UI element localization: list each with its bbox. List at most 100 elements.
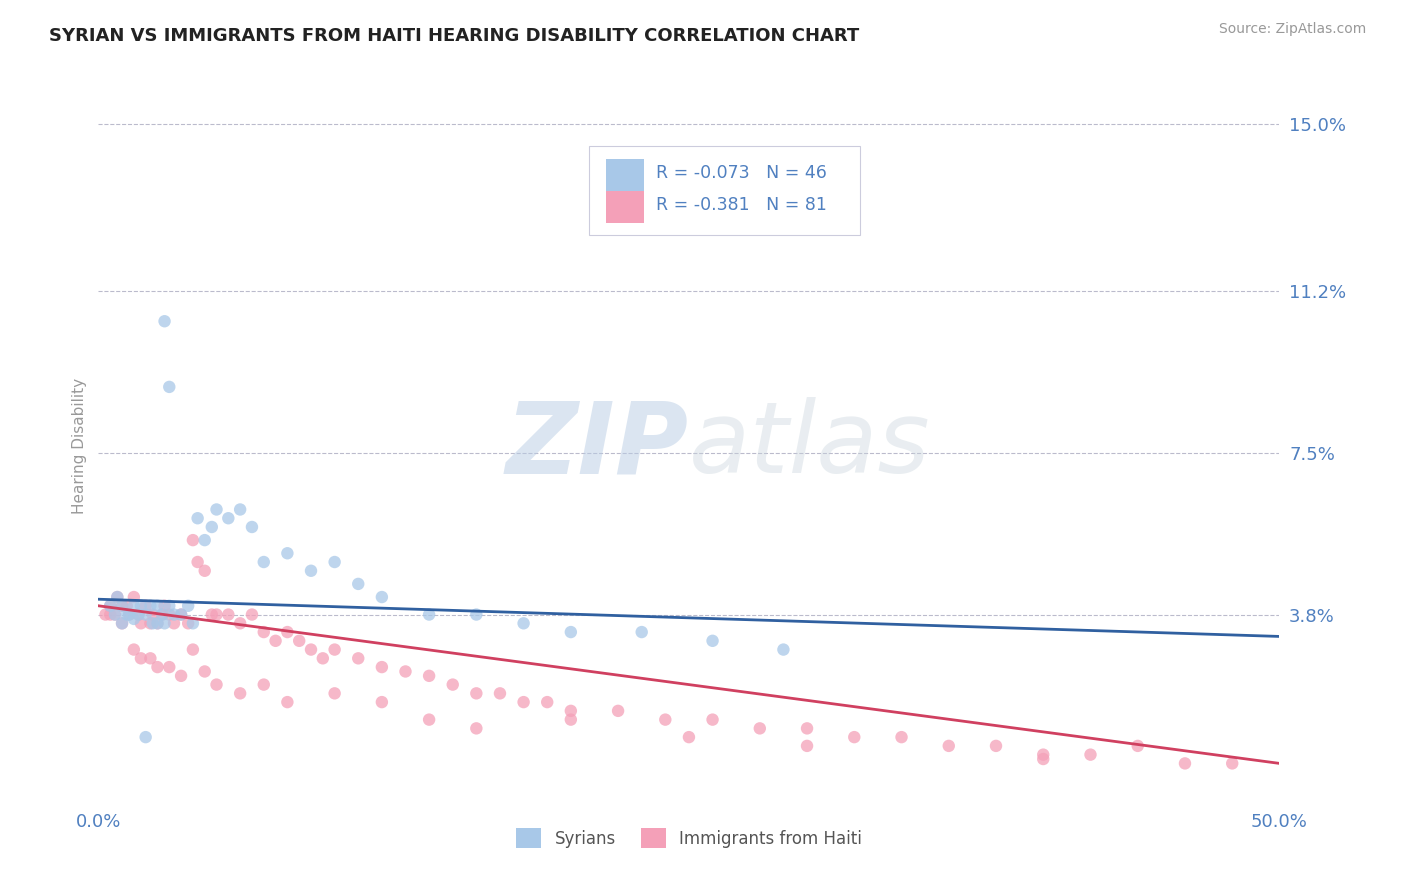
Point (205, 502, 228, 516)
Point (122, 599, 145, 613)
Point (111, 616, 134, 631)
Point (146, 599, 169, 613)
Point (512, 616, 534, 631)
Point (1032, 747, 1054, 762)
Point (157, 380, 180, 394)
Y-axis label: Hearing Disability: Hearing Disability (72, 378, 87, 514)
Point (418, 607, 440, 622)
Point (111, 616, 134, 631)
Point (194, 564, 217, 578)
Point (111, 599, 134, 613)
Point (98, 599, 121, 613)
Point (205, 677, 228, 691)
Point (1032, 752, 1054, 766)
Point (323, 686, 346, 700)
Point (418, 713, 440, 727)
Point (170, 607, 193, 622)
Point (702, 633, 724, 648)
Point (288, 633, 311, 648)
Point (1080, 747, 1102, 762)
Point (890, 730, 912, 744)
Point (748, 722, 770, 736)
Point (205, 607, 228, 622)
Point (135, 730, 157, 744)
FancyBboxPatch shape (606, 191, 644, 223)
Point (122, 590, 145, 604)
Point (560, 704, 582, 718)
Point (105, 590, 128, 604)
Point (94, 607, 117, 622)
Point (489, 686, 512, 700)
Point (1126, 739, 1149, 753)
Point (128, 607, 150, 622)
Point (157, 599, 180, 613)
Point (347, 651, 370, 665)
Point (371, 590, 394, 604)
Point (796, 722, 818, 736)
Point (371, 660, 394, 674)
FancyBboxPatch shape (589, 146, 860, 235)
Point (240, 607, 263, 622)
Point (142, 616, 165, 631)
Point (299, 564, 322, 578)
Point (187, 511, 209, 525)
Point (104, 607, 127, 622)
Point (253, 625, 276, 640)
Text: SYRIAN VS IMMIGRANTS FROM HAITI HEARING DISABILITY CORRELATION CHART: SYRIAN VS IMMIGRANTS FROM HAITI HEARING … (49, 27, 859, 45)
Point (157, 660, 180, 674)
Point (181, 642, 204, 657)
Point (111, 599, 134, 613)
Point (177, 616, 200, 631)
Point (772, 642, 794, 657)
Point (1220, 756, 1243, 771)
Point (122, 642, 145, 657)
Point (276, 625, 298, 640)
Point (105, 590, 128, 604)
Point (142, 607, 165, 622)
Text: Source: ZipAtlas.com: Source: ZipAtlas.com (1219, 22, 1367, 37)
Point (217, 607, 239, 622)
Point (146, 616, 169, 631)
Point (128, 607, 150, 622)
Point (984, 739, 1007, 753)
Point (347, 577, 370, 591)
Point (135, 599, 157, 613)
Point (201, 607, 224, 622)
Point (560, 625, 582, 640)
Point (170, 669, 193, 683)
Point (465, 686, 488, 700)
Point (157, 607, 180, 622)
Point (163, 616, 186, 631)
Point (98, 607, 121, 622)
Point (630, 625, 652, 640)
Point (312, 651, 335, 665)
Point (371, 695, 394, 709)
Point (607, 704, 630, 718)
Point (150, 607, 173, 622)
Point (98, 599, 121, 613)
Point (181, 616, 204, 631)
Point (118, 607, 141, 622)
Point (135, 607, 157, 622)
Point (139, 599, 162, 613)
Point (465, 722, 488, 736)
Text: ZIP: ZIP (506, 398, 689, 494)
Point (441, 677, 464, 691)
Point (536, 695, 558, 709)
Point (418, 669, 440, 683)
Point (299, 642, 322, 657)
Point (844, 730, 866, 744)
Point (938, 739, 960, 753)
Point (153, 314, 176, 328)
Point (139, 651, 162, 665)
Text: R = -0.073   N = 46: R = -0.073 N = 46 (655, 164, 827, 182)
Point (678, 730, 700, 744)
Point (194, 665, 217, 679)
Point (153, 599, 176, 613)
Point (1174, 756, 1197, 771)
Point (394, 665, 416, 679)
Point (323, 642, 346, 657)
Point (115, 599, 138, 613)
Point (129, 616, 152, 631)
Point (153, 616, 176, 631)
